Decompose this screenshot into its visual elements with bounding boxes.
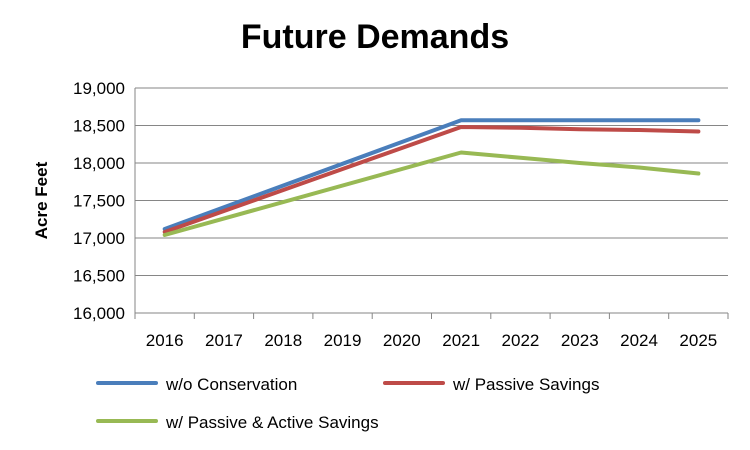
legend-label: w/ Passive & Active Savings <box>165 413 379 432</box>
legend-label: w/ Passive Savings <box>452 375 599 394</box>
x-tick-label: 2022 <box>502 331 540 350</box>
x-tick-label: 2016 <box>146 331 184 350</box>
y-tick-label: 19,000 <box>73 79 125 98</box>
x-tick-label: 2025 <box>679 331 717 350</box>
y-axis-label: Acre Feet <box>32 161 51 239</box>
x-tick-label: 2017 <box>205 331 243 350</box>
y-tick-label: 17,500 <box>73 192 125 211</box>
legend-label: w/o Conservation <box>165 375 297 394</box>
x-tick-label: 2024 <box>620 331 658 350</box>
series-line <box>162 150 701 237</box>
x-tick-label: 2018 <box>264 331 302 350</box>
x-tick-label: 2020 <box>383 331 421 350</box>
x-tick-label: 2023 <box>561 331 599 350</box>
y-tick-label: 16,500 <box>73 267 125 286</box>
y-tick-label: 18,000 <box>73 154 125 173</box>
y-tick-label: 17,000 <box>73 229 125 248</box>
y-tick-label: 18,500 <box>73 117 125 136</box>
x-tick-label: 2019 <box>324 331 362 350</box>
series-line <box>162 125 701 234</box>
x-tick-label: 2021 <box>442 331 480 350</box>
y-tick-label: 16,000 <box>73 304 125 323</box>
chart-title: Future Demands <box>240 18 510 56</box>
series-line <box>162 118 701 231</box>
